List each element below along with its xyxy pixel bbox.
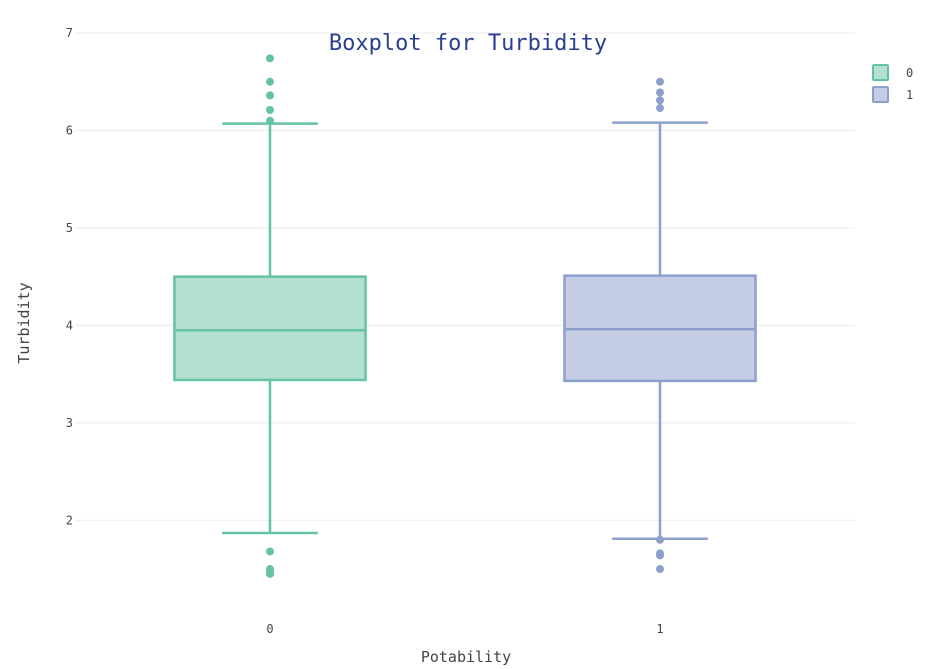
y-axis-title: Turbidity: [15, 282, 33, 363]
y-tick-label: 4: [66, 318, 73, 332]
y-axis-ticks: 2 3 4 5 6 7: [66, 26, 73, 527]
box-group-1: [563, 77, 757, 574]
y-tick-label: 2: [66, 513, 73, 527]
outlier-point: [656, 104, 664, 113]
outlier-point: [656, 88, 664, 97]
x-tick-label: 1: [656, 622, 663, 636]
chart-title: Boxplot for Turbidity: [329, 31, 607, 56]
box-group-0: [173, 54, 367, 578]
outlier-point: [266, 54, 274, 63]
legend-swatch: [872, 86, 889, 103]
y-tick-label: 5: [66, 221, 73, 235]
y-tick-label: 7: [66, 26, 73, 40]
outlier-point: [656, 77, 664, 86]
x-tick-label: 0: [266, 622, 273, 636]
outlier-point: [266, 547, 274, 556]
outlier-point: [656, 535, 664, 544]
outlier-point: [266, 91, 274, 100]
outlier-point: [656, 96, 664, 105]
iqr-box: [173, 275, 367, 382]
x-axis-title: Potability: [421, 648, 511, 665]
legend-swatch: [872, 64, 889, 81]
outlier-point: [656, 551, 664, 560]
outlier-point: [266, 105, 274, 114]
outlier-point: [266, 569, 274, 578]
legend-item-0[interactable]: 0: [872, 64, 913, 81]
outlier-point: [656, 565, 664, 574]
legend-label: 1: [906, 88, 913, 102]
legend-item-1[interactable]: 1: [872, 86, 913, 103]
outlier-point: [266, 77, 274, 86]
boxes: [173, 54, 757, 578]
legend-label: 0: [906, 66, 913, 80]
legend[interactable]: 01: [872, 64, 913, 103]
y-tick-label: 3: [66, 416, 73, 430]
y-tick-label: 6: [66, 123, 73, 137]
outlier-point: [266, 116, 274, 125]
